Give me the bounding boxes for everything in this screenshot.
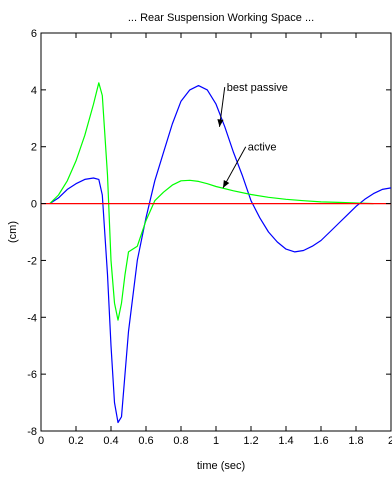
x-tick-label: 1 bbox=[213, 435, 219, 447]
y-axis-label: (cm) bbox=[7, 221, 19, 243]
x-tick-label: 0.8 bbox=[173, 435, 188, 447]
x-tick-label: 1.4 bbox=[278, 435, 293, 447]
x-tick-label: 1.2 bbox=[243, 435, 258, 447]
annotation-label: active bbox=[248, 142, 277, 154]
x-tick-label: 2 bbox=[388, 435, 392, 447]
x-axis-label: time (sec) bbox=[197, 460, 245, 472]
y-tick-label: 6 bbox=[31, 28, 37, 40]
annotation-arrowhead bbox=[223, 179, 230, 188]
tick-layer: 0 0.2 0.4 0.6 0.8 1 1.2 1.4 1.6 1.8 2 6 4 2 0 -2 -4 -6 -8 bbox=[27, 28, 392, 447]
y-tick-label: -4 bbox=[27, 312, 37, 324]
best-passive-series-line bbox=[49, 84, 392, 424]
y-tick-label: 4 bbox=[31, 85, 37, 97]
series-layer bbox=[41, 82, 392, 424]
y-tick-label: -2 bbox=[27, 255, 37, 267]
y-tick-label: -6 bbox=[27, 369, 37, 381]
annotation-arrowhead bbox=[217, 119, 224, 127]
plot-area-frame bbox=[40, 32, 392, 432]
chart-title: ... Rear Suspension Working Space ... bbox=[128, 12, 314, 24]
x-tick-label: 0 bbox=[38, 435, 44, 447]
y-tick-label: -8 bbox=[27, 426, 37, 438]
x-tick-label: 0.6 bbox=[138, 435, 153, 447]
annotation-layer: best passive active bbox=[217, 82, 288, 189]
x-tick-label: 0.2 bbox=[68, 435, 83, 447]
x-tick-label: 1.8 bbox=[348, 435, 363, 447]
annotation-arrow-line bbox=[222, 146, 247, 189]
y-tick-label: 0 bbox=[31, 199, 37, 211]
x-tick-label: 1.6 bbox=[313, 435, 328, 447]
x-tick-label: 0.4 bbox=[103, 435, 118, 447]
active-series-line bbox=[49, 82, 374, 321]
y-tick-label: 2 bbox=[31, 142, 37, 154]
annotation-label: best passive bbox=[227, 82, 288, 94]
